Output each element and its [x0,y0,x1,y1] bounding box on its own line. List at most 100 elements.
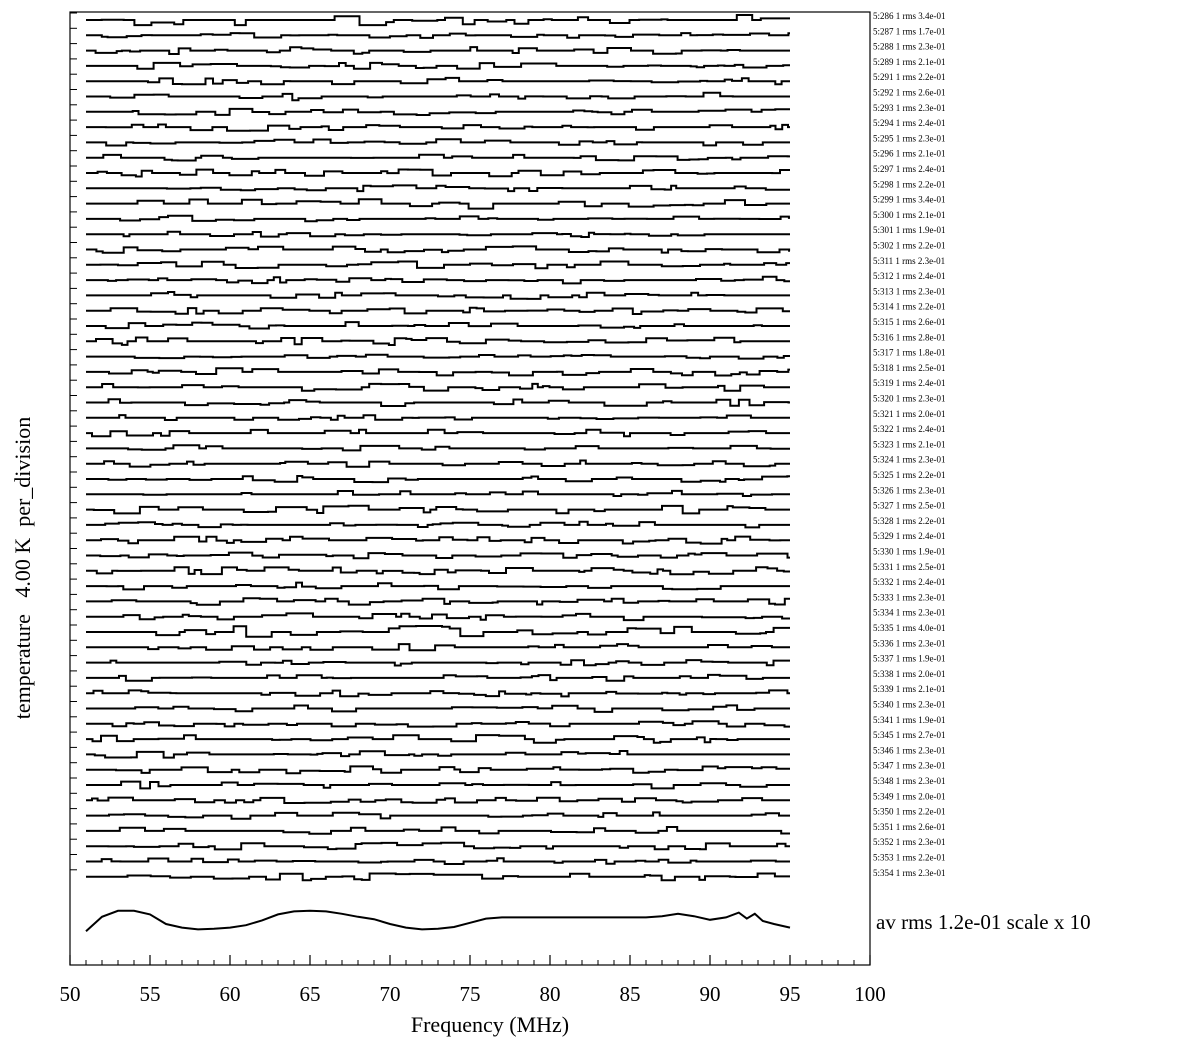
spectrum-trace [86,581,790,591]
x-axis-label: Frequency (MHz) [411,1012,569,1037]
spectrum-trace [86,551,790,560]
trace-label: 5:321 1 rms 2.0e-01 [873,409,946,419]
trace-label: 5:319 1 rms 2.4e-01 [873,378,946,388]
spectrum-trace [86,275,790,285]
average-label: av rms 1.2e-01 scale x 10 [876,910,1091,934]
spectrum-trace [86,428,790,438]
trace-label: 5:313 1 rms 2.3e-01 [873,286,946,296]
x-tick-label: 50 [60,982,81,1006]
spectrum-trace [86,306,790,315]
trace-label: 5:291 1 rms 2.2e-01 [873,72,946,82]
spectrum-trace [86,780,790,790]
trace-label: 5:320 1 rms 2.3e-01 [873,394,946,404]
spectrum-trace [86,504,790,515]
spectrum-trace [86,444,790,452]
trace-label: 5:346 1 rms 2.3e-01 [873,745,946,755]
spectrum-trace [86,61,790,70]
spectrum-trace [86,750,790,759]
trace-label: 5:341 1 rms 1.9e-01 [873,715,946,725]
trace-label: 5:318 1 rms 2.5e-01 [873,363,946,373]
trace-label: 5:335 1 rms 4.0e-01 [873,623,946,633]
trace-label: 5:348 1 rms 2.3e-01 [873,776,946,786]
spectrum-trace [86,291,790,300]
trace-label: 5:300 1 rms 2.1e-01 [873,210,946,220]
trace-label: 5:316 1 rms 2.8e-01 [873,332,946,342]
spectrum-trace [86,245,791,254]
trace-label: 5:339 1 rms 2.1e-01 [873,684,946,694]
x-axis: 50 55 60 65 70 75 80 85 90 95 100 [60,955,886,1006]
spectrum-trace [86,336,790,346]
spectrum-trace [86,382,790,392]
spectrum-trace [86,612,790,622]
trace-label: 5:351 1 rms 2.6e-01 [873,822,946,832]
spectrum-trace [86,107,790,116]
spectrum-trace [86,734,790,744]
spectrum-trace [86,857,790,865]
spectrum-trace [86,475,790,484]
trace-label: 5:314 1 rms 2.2e-01 [873,302,946,312]
x-tick-label: 75 [460,982,481,1006]
trace-label: 5:286 1 rms 3.4e-01 [873,11,946,21]
trace-label: 5:336 1 rms 2.3e-01 [873,638,946,648]
x-tick-label: 60 [220,982,241,1006]
trace-label: 5:324 1 rms 2.3e-01 [873,455,946,465]
trace-label: 5:292 1 rms 2.6e-01 [873,88,946,98]
spectrum-trace [86,214,790,223]
trace-label: 5:334 1 rms 2.3e-01 [873,608,946,618]
spectrum-trace [86,32,790,39]
trace-label: 5:326 1 rms 2.3e-01 [873,485,946,495]
spectrum-trace [86,872,790,882]
spectrum-trace [86,811,790,820]
x-tick-label: 100 [854,982,886,1006]
trace-label: 5:353 1 rms 2.2e-01 [873,853,946,863]
spectrum-trace [86,535,790,545]
trace-label: 5:302 1 rms 2.2e-01 [873,241,946,251]
average-trace [85,909,791,932]
spectrum-trace [86,14,790,27]
trace-label: 5:288 1 rms 2.3e-01 [873,42,946,52]
trace-label: 5:301 1 rms 1.9e-01 [873,225,946,235]
trace-label: 5:352 1 rms 2.3e-01 [873,837,946,847]
trace-label: 5:333 1 rms 2.3e-01 [873,592,946,602]
trace-label: 5:331 1 rms 2.5e-01 [873,562,946,572]
spectra-traces [86,14,791,882]
trace-label: 5:345 1 rms 2.7e-01 [873,730,946,740]
spectrum-trace [86,841,790,851]
spectrum-trace [86,720,790,728]
trace-label: 5:298 1 rms 2.2e-01 [873,179,946,189]
trace-label: 5:315 1 rms 2.6e-01 [873,317,946,327]
spectrum-trace [86,796,790,804]
trace-label: 5:332 1 rms 2.4e-01 [873,577,946,587]
x-tick-label: 90 [700,982,721,1006]
trace-label: 5:338 1 rms 2.0e-01 [873,669,946,679]
spectrum-trace [86,398,790,407]
spectrum-trace [86,367,790,377]
trace-label: 5:297 1 rms 2.4e-01 [873,164,946,174]
trace-label: 5:354 1 rms 2.3e-01 [873,868,946,878]
spectrum-trace [86,673,790,682]
trace-label: 5:311 1 rms 2.3e-01 [873,256,945,266]
spectrum-trace [86,414,790,421]
x-tick-label: 85 [620,982,641,1006]
spectrum-trace [86,153,790,162]
plot-frame [69,11,871,966]
x-tick-label: 95 [780,982,801,1006]
spectrum-trace [86,168,790,178]
spectrum-trace [86,353,790,360]
trace-label: 5:327 1 rms 2.5e-01 [873,501,946,511]
spectrum-trace [86,459,790,468]
x-tick-label: 55 [140,982,161,1006]
spectrum-trace [86,46,790,55]
spectrum-trace [86,597,790,606]
trace-label: 5:287 1 rms 1.7e-01 [873,26,946,36]
x-tick-label: 65 [300,982,321,1006]
spectrum-trace [86,76,790,86]
spectrum-trace [86,184,790,193]
spectrum-trace [86,704,790,713]
trace-label: 5:296 1 rms 2.1e-01 [873,149,946,159]
trace-label: 5:295 1 rms 2.3e-01 [873,133,946,143]
y-axis-label: temperature 4.00 K per_division [10,417,35,719]
spectrum-trace [86,659,790,667]
spectrum-trace [86,123,790,132]
